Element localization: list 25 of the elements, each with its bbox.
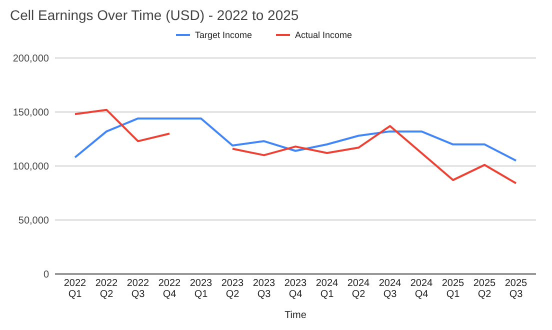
x-tick-label: 2025 Q1	[442, 278, 465, 300]
y-tick-label: 50,000	[18, 216, 50, 226]
x-tick-label: 2024 Q2	[347, 278, 370, 300]
chart-title: Cell Earnings Over Time (USD) - 2022 to 2025	[10, 7, 299, 23]
x-tick-label: 2022 Q4	[158, 278, 182, 300]
y-tick-label: 100,000	[12, 162, 50, 172]
x-tick-label: 2023 Q2	[221, 278, 244, 300]
y-tick-label: 200,000	[12, 54, 50, 64]
x-tick-label: 2022 Q2	[95, 278, 118, 300]
x-tick-label: 2023 Q4	[284, 278, 308, 300]
x-tick-label: 2024 Q4	[410, 278, 434, 300]
x-tick-label: 2025 Q3	[504, 278, 528, 300]
x-tick-label: 2024 Q1	[316, 278, 339, 300]
x-tick-label: 2022 Q1	[64, 278, 87, 300]
x-tick-label: 2024 Q3	[378, 278, 402, 300]
x-axis-title: Time	[284, 310, 307, 321]
x-tick-label: 2023 Q3	[252, 278, 276, 300]
x-tick-label: 2022 Q3	[126, 278, 150, 300]
x-tick-label: 2025 Q2	[473, 278, 496, 300]
legend-label: Actual Income	[295, 30, 352, 40]
x-tick-label: 2023 Q1	[190, 278, 213, 300]
y-tick-label: 0	[43, 270, 50, 280]
y-tick-label: 150,000	[12, 108, 50, 118]
legend-label: Target Income	[195, 30, 252, 40]
line-series	[74, 117, 517, 162]
